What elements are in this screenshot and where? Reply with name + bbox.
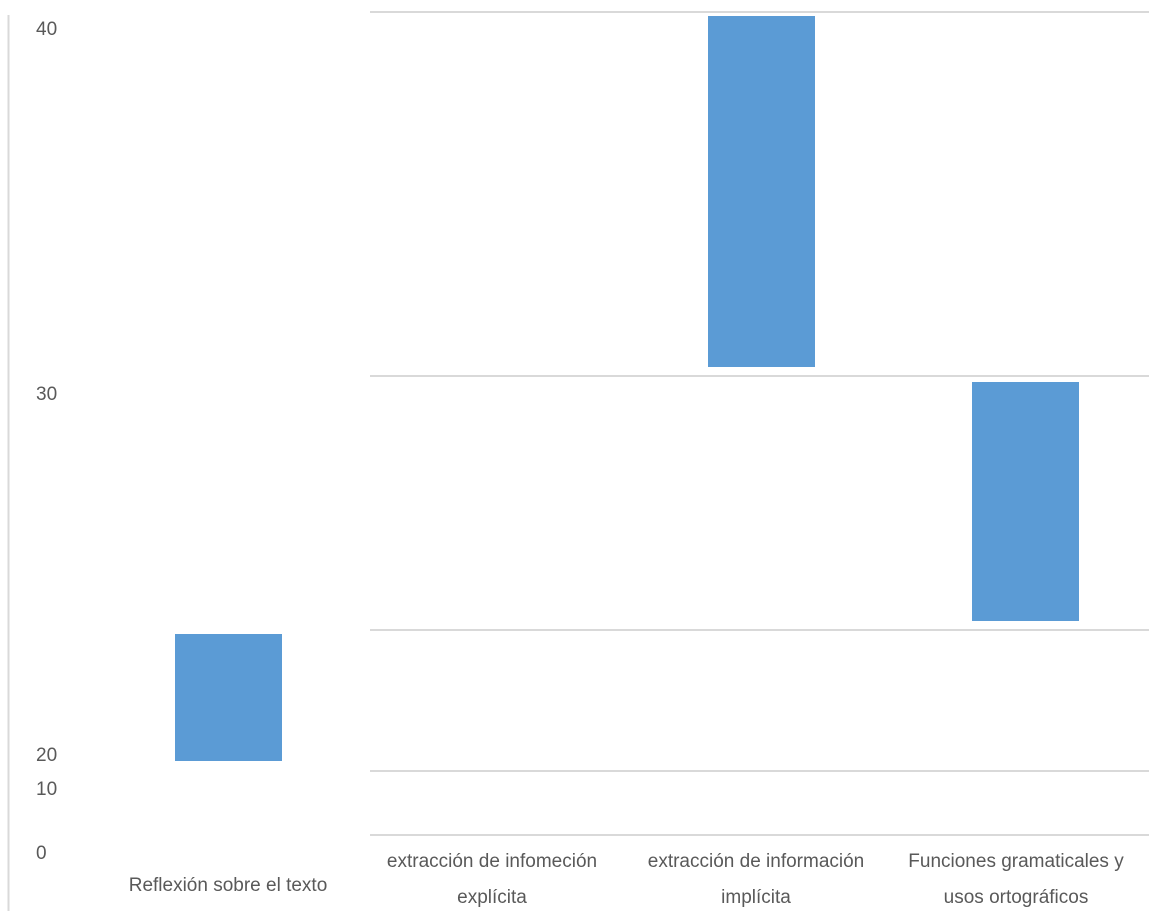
category-label: explícita bbox=[457, 887, 527, 908]
category-label: extracción de información bbox=[648, 851, 865, 872]
y-tick-label: 40 bbox=[36, 19, 57, 40]
category-label: implícita bbox=[721, 887, 791, 908]
y-tick-label: 0 bbox=[36, 843, 47, 864]
bar-0 bbox=[175, 634, 282, 761]
category-label: Reflexión sobre el texto bbox=[129, 875, 328, 896]
y-tick-label: 30 bbox=[36, 384, 57, 405]
y-tick-labels: 40 30 20 10 0 bbox=[36, 19, 57, 864]
bar-1 bbox=[708, 16, 815, 367]
bar-2 bbox=[972, 382, 1079, 621]
category-label: extracción de infomeción bbox=[387, 851, 597, 872]
y-tick-label: 20 bbox=[36, 745, 57, 766]
y-tick-label: 10 bbox=[36, 779, 57, 800]
category-labels: Reflexión sobre el texto extracción de in… bbox=[129, 851, 1124, 908]
bars bbox=[175, 16, 1079, 761]
category-label: usos ortográficos bbox=[944, 887, 1089, 908]
gridlines bbox=[370, 11, 1149, 836]
category-label: Funciones gramaticales y bbox=[908, 851, 1124, 872]
